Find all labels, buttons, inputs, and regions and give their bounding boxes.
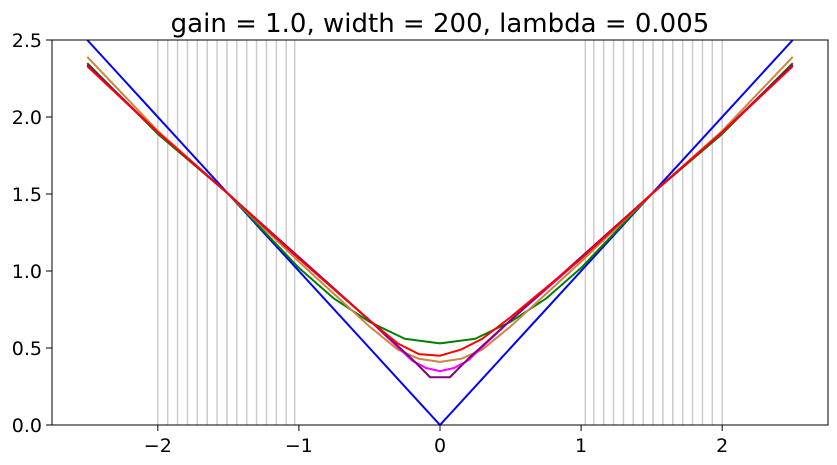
y-tick-label: 1.0	[12, 261, 42, 283]
y-tick-label: 1.5	[12, 184, 42, 206]
series-line-2	[86, 62, 794, 345]
series-line-3	[86, 56, 794, 363]
x-tick-label: 2	[716, 435, 728, 457]
x-tick-label: −2	[144, 435, 172, 457]
reference-lines	[157, 40, 723, 425]
chart-title: gain = 1.0, width = 200, lambda = 0.005	[171, 9, 710, 39]
series-line-4	[86, 65, 794, 373]
x-tick-label: 1	[575, 435, 587, 457]
series-line-5	[86, 63, 794, 379]
y-tick-label: 0.5	[12, 338, 42, 360]
series-layer	[86, 39, 794, 426]
series-line-1	[86, 39, 794, 426]
y-tick-label: 0.0	[12, 415, 42, 437]
x-axis-ticks: −2 −1 0 1 2	[144, 425, 728, 457]
y-tick-label: 2.0	[12, 107, 42, 129]
series-line-6	[86, 65, 794, 357]
y-axis-ticks: 0.0 0.5 1.0 1.5 2.0 2.5	[12, 30, 52, 437]
y-tick-label: 2.5	[12, 30, 42, 52]
x-tick-label: −1	[285, 435, 313, 457]
x-tick-label: 0	[434, 435, 446, 457]
